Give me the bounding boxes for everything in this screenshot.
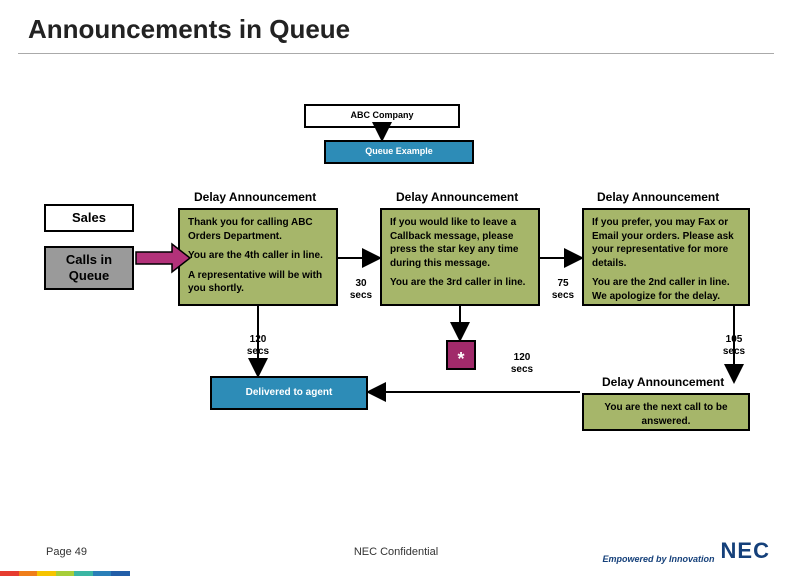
nec-tagline: Empowered by Innovation [603, 554, 715, 564]
ann1-p2: You are the 4th caller in line. [188, 249, 328, 263]
title-rule [18, 53, 774, 54]
calls-in-queue-box: Calls in Queue [44, 246, 134, 290]
slide-title: Announcements in Queue [0, 0, 792, 53]
delay-120s-b: 120 secs [508, 352, 536, 375]
ann1-body: Thank you for calling ABC Orders Departm… [178, 208, 338, 306]
ann1-p3: A representative will be with you shortl… [188, 269, 328, 296]
ann2-body: If you would like to leave a Callback me… [380, 208, 540, 306]
sales-box: Sales [44, 204, 134, 232]
ann4-body: You are the next call to be answered. [582, 393, 750, 431]
ann1-p1: Thank you for calling ABC Orders Departm… [188, 216, 328, 243]
ann1-header: Delay Announcement [194, 190, 316, 204]
company-box: ABC Company [304, 104, 460, 128]
ann3-p1: If you prefer, you may Fax or Email your… [592, 216, 740, 270]
delay-105s: 105 secs [720, 334, 748, 357]
delay-30s: 30 secs [348, 278, 374, 301]
ann4-p1: You are the next call to be answered. [592, 401, 740, 428]
ann3-body: If you prefer, you may Fax or Email your… [582, 208, 750, 306]
color-stripe [0, 571, 130, 576]
delay-120s-a: 120 secs [244, 334, 272, 357]
ann3-header: Delay Announcement [597, 190, 719, 204]
delay-75s: 75 secs [550, 278, 576, 301]
ann2-p1: If you would like to leave a Callback me… [390, 216, 530, 270]
nec-wordmark: NEC [721, 538, 770, 564]
star-key: * [446, 340, 476, 370]
nec-logo: Empowered by Innovation NEC [603, 538, 770, 564]
delivered-box: Delivered to agent [210, 376, 368, 410]
ann4-header: Delay Announcement [602, 375, 724, 389]
ann2-header: Delay Announcement [396, 190, 518, 204]
ann3-p2: You are the 2nd caller in line. We apolo… [592, 276, 740, 303]
queue-box: Queue Example [324, 140, 474, 164]
slide: Announcements in Queue ABC Company Queue… [0, 0, 792, 576]
ann2-p2: You are the 3rd caller in line. [390, 276, 530, 290]
